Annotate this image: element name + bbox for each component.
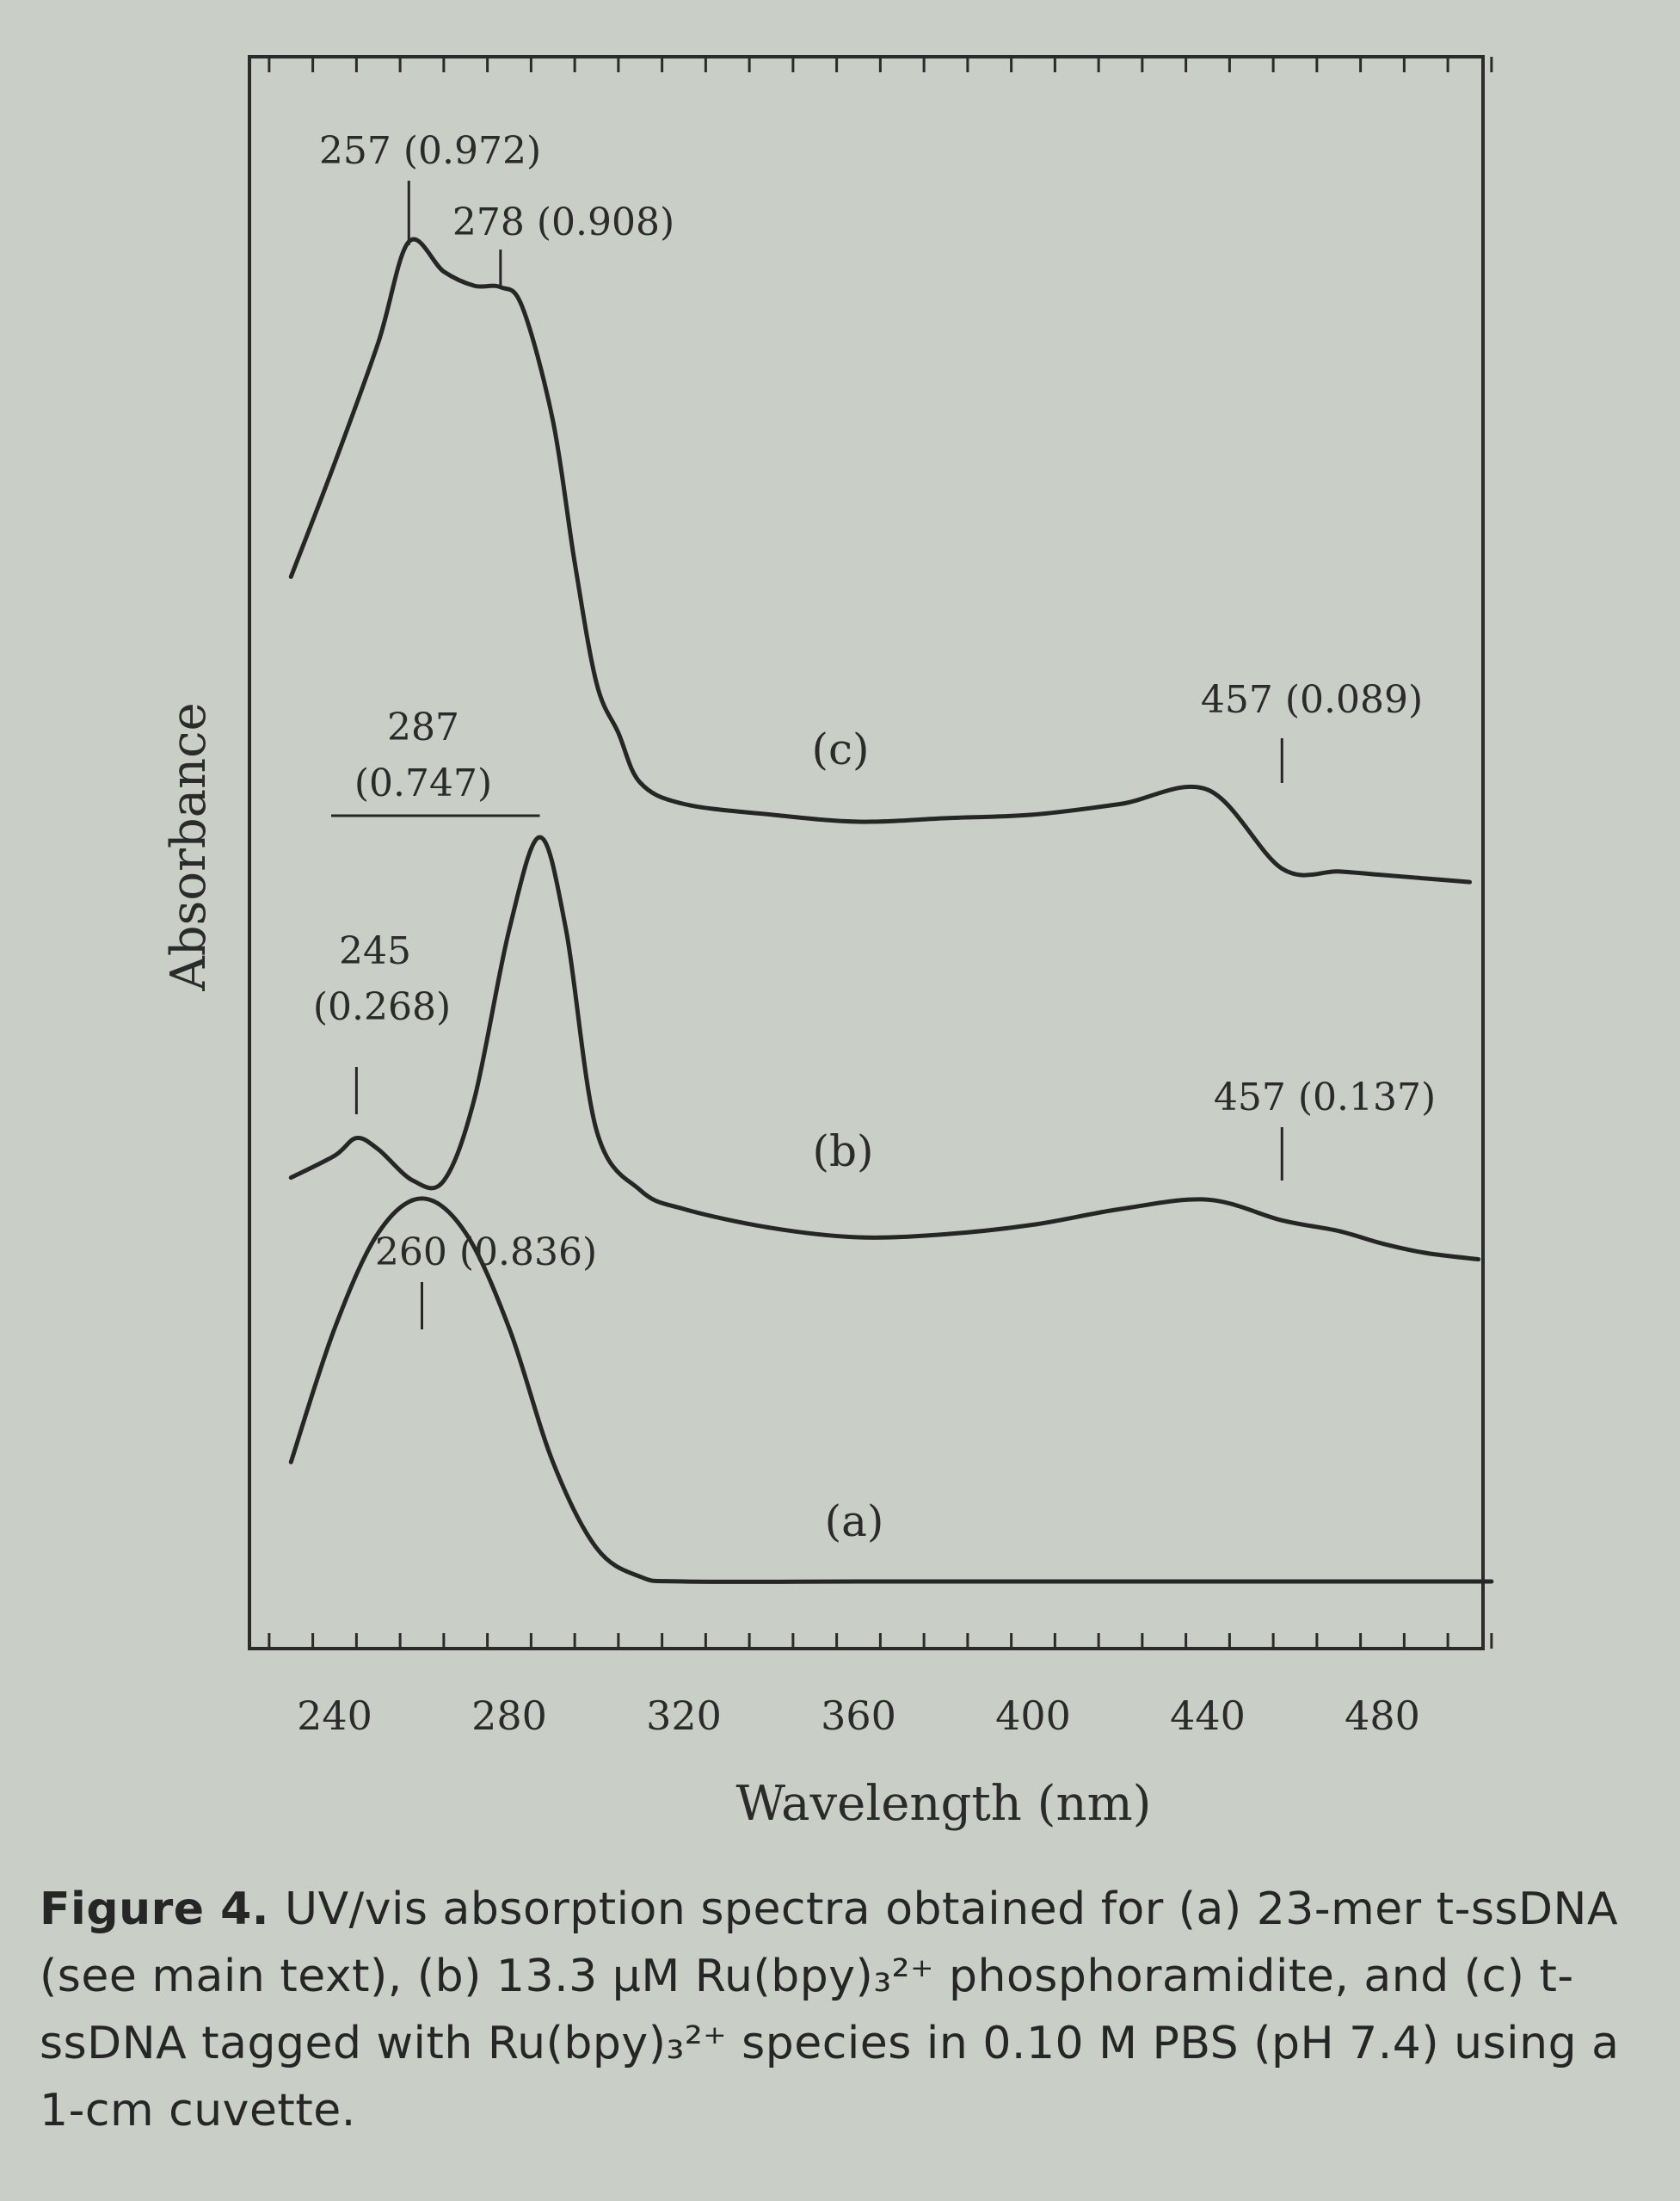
peak-label-c-257: 257 (0.972) (319, 129, 541, 173)
curve-label-a: (a) (825, 1496, 884, 1546)
peak-annotations: 257 (0.972) 278 (0.908) 457 (0.089) 287 (0.7… (313, 129, 1436, 1546)
spectrum-line-c (288, 237, 1472, 885)
peak-label-b-245-nm: 245 (339, 929, 411, 973)
peak-label-c-278: 278 (0.908) (452, 200, 674, 244)
x-tick-label: 480 (1345, 1692, 1420, 1739)
peak-label-b-245-abs: (0.268) (313, 985, 451, 1029)
x-axis-tick-labels: 240 280 320 360 400 440 480 (297, 1692, 1420, 1739)
spectrum-line-b (288, 835, 1481, 1262)
spectra-curves (288, 237, 1494, 1584)
x-axis-ticks (268, 57, 1493, 1649)
x-tick-label: 360 (821, 1692, 896, 1739)
peak-label-c-457: 457 (0.089) (1201, 678, 1423, 722)
uv-vis-spectra-figure: 240 280 320 360 400 440 480 257 (0.972) 278 (0.… (161, 55, 1494, 1832)
x-axis-title: Wavelength (nm) (735, 1776, 1151, 1832)
x-tick-label: 280 (471, 1692, 547, 1739)
x-tick-label: 400 (995, 1692, 1071, 1739)
peak-label-b-287-nm: 287 (387, 706, 459, 749)
x-tick-label: 440 (1170, 1692, 1246, 1739)
peak-label-b-287-abs: (0.747) (354, 761, 492, 805)
plot-frame (248, 55, 1485, 1650)
spectrum-line-a (288, 1196, 1494, 1584)
peak-label-b-457: 457 (0.137) (1214, 1076, 1436, 1119)
x-tick-label: 320 (646, 1692, 722, 1739)
curve-label-b: (b) (812, 1126, 873, 1176)
peak-label-a-260: 260 (0.836) (375, 1230, 597, 1274)
caption-text: UV/vis absorption spectra obtained for (… (40, 1883, 1620, 2136)
figure-number: Figure 4. (40, 1883, 270, 1935)
y-axis-title: Absorbance (161, 702, 217, 991)
curve-label-c: (c) (811, 724, 869, 774)
x-tick-label: 240 (297, 1692, 372, 1739)
figure-caption: Figure 4. UV/vis absorption spectra obtai… (40, 1876, 1648, 2144)
